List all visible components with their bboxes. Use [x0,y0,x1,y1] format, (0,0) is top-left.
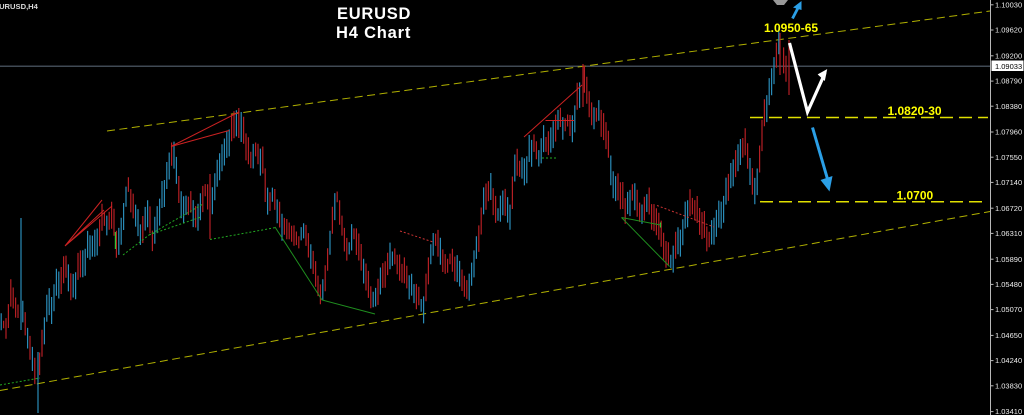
svg-text:1.08790: 1.08790 [995,77,1022,86]
svg-text:1.09200: 1.09200 [995,51,1022,60]
svg-text:1.07550: 1.07550 [995,153,1022,162]
svg-text:1.09033: 1.09033 [995,62,1022,71]
svg-text:1.08380: 1.08380 [995,102,1022,111]
svg-text:1.06720: 1.06720 [995,204,1022,213]
svg-text:1.06310: 1.06310 [995,229,1022,238]
svg-text:EURUSD: EURUSD [337,5,411,23]
svg-text:1.0700: 1.0700 [897,188,934,202]
svg-text:EURUSD,H4: EURUSD,H4 [0,2,39,11]
svg-text:1.05480: 1.05480 [995,280,1022,289]
svg-text:1.04650: 1.04650 [995,331,1022,340]
svg-text:1.03410: 1.03410 [995,407,1022,415]
svg-text:1.0950-65: 1.0950-65 [764,21,818,35]
svg-text:1.07960: 1.07960 [995,128,1022,137]
svg-text:1.03830: 1.03830 [995,381,1022,390]
svg-text:1.09620: 1.09620 [995,26,1022,35]
svg-text:1.10030: 1.10030 [995,0,1022,9]
svg-text:H4 Chart: H4 Chart [336,24,411,42]
svg-text:1.0820-30: 1.0820-30 [888,104,942,118]
svg-text:1.07140: 1.07140 [995,178,1022,187]
svg-text:1.04240: 1.04240 [995,356,1022,365]
svg-text:1.05070: 1.05070 [995,305,1022,314]
svg-text:1.05890: 1.05890 [995,255,1022,264]
